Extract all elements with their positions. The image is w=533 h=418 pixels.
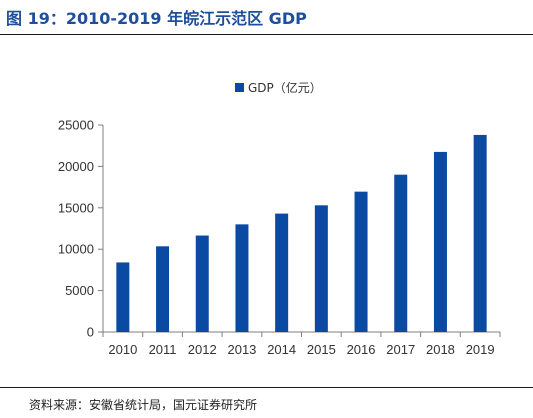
- x-tick-label: 2016: [347, 342, 376, 357]
- x-tick-label: 2018: [426, 342, 455, 357]
- x-tick-label: 2014: [267, 342, 296, 357]
- bar-2012: [195, 235, 209, 332]
- x-tick-label: 2010: [108, 342, 137, 357]
- legend-swatch: [235, 83, 244, 92]
- bar-2010: [116, 262, 130, 332]
- y-tick-label: 20000: [58, 159, 94, 174]
- bar-2013: [235, 224, 249, 332]
- bar-2015: [314, 205, 328, 332]
- figure-title: 图 19：2010-2019 年皖江示范区 GDP: [6, 9, 307, 28]
- x-tick-label: 2011: [149, 342, 177, 357]
- bar-2014: [275, 213, 289, 332]
- source-note: 资料来源：安徽省统计局，国元证券研究所: [29, 398, 258, 412]
- bar-2018: [433, 151, 447, 332]
- x-tick-label: 2017: [386, 342, 415, 357]
- x-tick-label: 2019: [466, 342, 495, 357]
- bar-2011: [156, 246, 170, 332]
- chart-legend: GDP（亿元）: [235, 80, 322, 95]
- y-axis: 0 5000 10000 15000 20000 25000: [58, 118, 104, 340]
- y-tick-label: 0: [87, 325, 94, 340]
- y-tick-label: 10000: [58, 242, 94, 257]
- y-tick-label: 15000: [58, 200, 94, 215]
- x-tick-label: 2013: [227, 342, 256, 357]
- x-tick-label: 2015: [307, 342, 336, 357]
- bar-2017: [394, 174, 408, 332]
- top-rule: [0, 34, 533, 35]
- legend-label: GDP（亿元）: [248, 80, 322, 95]
- x-tick-label: 2012: [188, 342, 217, 357]
- bar-series: [116, 134, 487, 332]
- x-axis: 2010 2011 2012 2013 2014 2015 2016 2017 2018 2019: [102, 331, 501, 357]
- y-tick-label: 25000: [58, 118, 94, 133]
- y-tick-label: 5000: [65, 283, 94, 298]
- bar-2019: [473, 134, 487, 332]
- bar-2016: [354, 191, 368, 332]
- bottom-rule: [0, 387, 533, 388]
